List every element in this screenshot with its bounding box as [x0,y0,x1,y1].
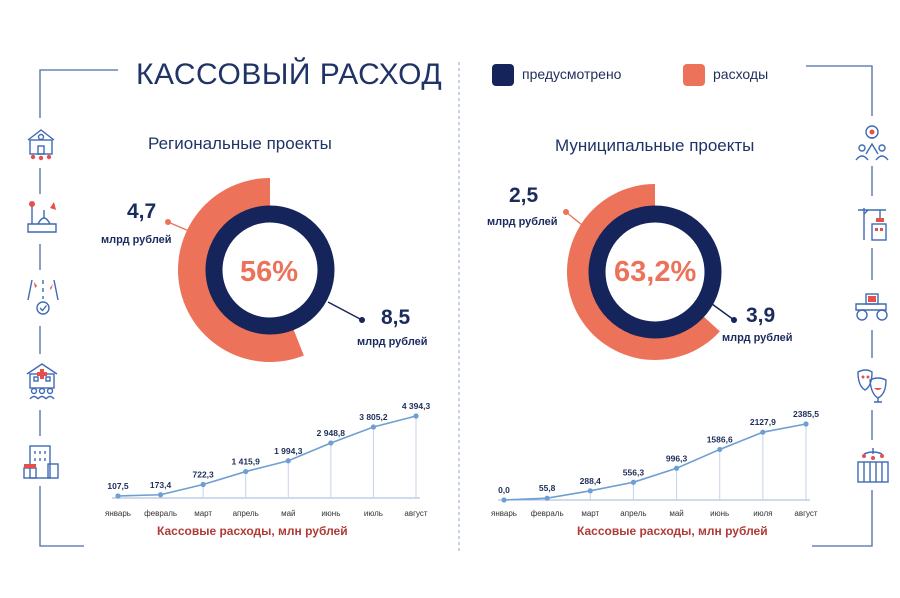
municipal-value-label: 55,8 [539,483,556,493]
municipal-data-point [587,488,593,494]
regional-month-label: июль [364,509,383,518]
municipal-value-label: 0,0 [498,485,510,495]
municipal-value-label: 2127,9 [750,417,776,427]
leader-municipal-planned [711,303,735,321]
municipal-data-point [673,465,680,471]
municipal-month-label: август [794,509,818,518]
municipal-series-line [503,423,807,501]
regional-value-label: 1 994,3 [274,446,303,456]
leader-regional-planned [327,301,363,321]
regional-title: Региональные проекты [148,134,332,153]
regional-percent: 56% [240,256,299,288]
municipal-spent-value: 2,5 [509,184,539,207]
regional-month-label: апрель [233,509,259,518]
legend-label-planned: предусмотрено [522,66,622,82]
apartment-shop-icon [23,445,59,479]
regional-spent-unit: млрд рублей [101,234,172,246]
municipal-month-label: июля [753,509,772,518]
regional-data-point [157,492,164,498]
legend-swatch-spent [683,64,705,86]
road-roller-icon [855,293,888,321]
municipal-data-point [630,479,637,485]
regional-value-label: 1 415,9 [232,457,261,467]
baby-crib-icon [857,448,889,483]
regional-value-label: 722,3 [193,470,215,480]
regional-month-label: май [281,509,295,518]
municipal-data-point [803,421,809,427]
municipal-title: Муниципальные проекты [555,136,755,155]
municipal-data-point [760,429,766,435]
donut-municipal-planned-ring [588,205,722,339]
municipal-month-label: январь [491,509,517,518]
regional-planned-value: 8,5 [381,306,411,329]
school-building-icon [27,129,55,161]
municipal-value-label: 288,4 [580,476,602,486]
leader-dot-regional-planned [359,317,365,323]
regional-value-label: 4 394,3 [402,401,431,411]
municipal-value-label: 2385,5 [793,409,819,419]
leader-dot-regional-spent [165,219,171,225]
municipal-month-label: апрель [620,509,646,518]
idea-community-icon [855,125,889,161]
road-check-icon [27,279,59,315]
municipal-planned-value: 3,9 [746,304,776,327]
municipal-month-label: февраль [531,509,564,518]
construction-crane-icon [858,208,887,241]
regional-planned-unit: млрд рублей [357,336,428,348]
regional-month-label: январь [105,509,131,518]
leader-municipal-spent [565,211,599,239]
regional-spent-value: 4,7 [127,200,157,223]
municipal-value-label: 1586,6 [707,434,733,444]
regional-value-label: 107,5 [107,481,129,491]
regional-data-point [328,440,334,446]
regional-chart-caption: Кассовые расходы, млн рублей [157,524,348,538]
regional-data-point [370,424,377,430]
municipal-value-label: 556,3 [623,467,645,477]
regional-data-point [243,468,249,475]
park-fountain-icon [27,201,57,233]
donut-regional-spent-arc [178,178,304,362]
regional-series-line [117,415,417,497]
legend-label-spent: расходы [713,66,769,82]
regional-month-label: август [404,509,428,518]
theatre-masks-icon [857,369,887,403]
clinic-people-icon [26,363,58,400]
regional-value-label: 3 805,2 [359,412,388,422]
municipal-data-point [717,446,723,453]
regional-month-label: март [194,509,212,518]
leader-regional-spent [167,221,211,241]
municipal-spent-unit: млрд рублей [487,216,558,228]
leader-dot-municipal-spent [563,209,569,215]
municipal-data-point [501,497,507,503]
regional-data-point [285,458,291,464]
municipal-chart-caption: Кассовые расходы, млн рублей [577,524,768,538]
donut-regional-planned-ring [205,205,335,335]
municipal-value-label: 996,3 [666,453,688,463]
municipal-percent: 63,2% [614,256,697,288]
regional-data-point [115,493,121,499]
regional-month-label: июнь [321,509,340,518]
leader-dot-municipal-planned [731,317,737,323]
page-title: КАССОВЫЙ РАСХОД [136,58,443,91]
regional-value-label: 2 948,8 [317,428,346,438]
regional-data-point [413,413,419,419]
municipal-month-label: март [581,509,599,518]
regional-month-label: февраль [144,509,177,518]
municipal-planned-unit: млрд рублей [722,332,793,344]
donut-municipal [563,184,737,360]
regional-value-label: 173,4 [150,480,172,490]
municipal-data-point [544,495,550,501]
municipal-month-label: май [669,509,683,518]
donut-regional [165,178,365,362]
legend-swatch-planned [492,64,514,86]
municipal-month-label: июнь [710,509,729,518]
regional-data-point [200,481,206,488]
